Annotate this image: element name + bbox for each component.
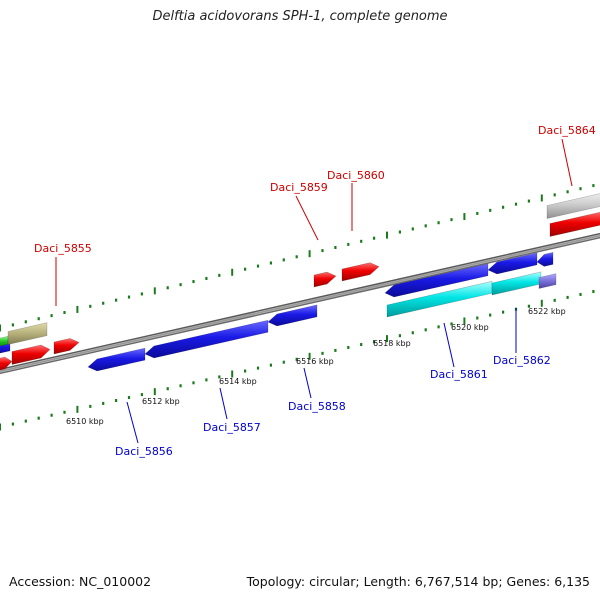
callout-line (219, 387, 228, 420)
scale-label-6518: 6518 kbp (373, 339, 411, 348)
gene-label-daci-5857[interactable]: Daci_5857 (203, 421, 261, 434)
gene-arrow[interactable] (538, 273, 557, 289)
gene-arrow[interactable] (0, 356, 13, 371)
gene-arrow[interactable] (341, 262, 380, 282)
callout-line (295, 195, 319, 241)
callout-line (443, 322, 455, 368)
gene-arrow[interactable] (549, 211, 600, 237)
gene-track (0, 193, 600, 372)
gene-arrow[interactable] (536, 252, 554, 267)
forward-tick-track (0, 184, 595, 332)
gene-label-daci-5864[interactable]: Daci_5864 (538, 124, 596, 137)
scale-label-6512: 6512 kbp (142, 397, 180, 406)
gene-label-daci-5856[interactable]: Daci_5856 (115, 445, 173, 458)
gene-arrow[interactable] (546, 193, 600, 219)
gene-arrow[interactable] (144, 319, 269, 359)
gene-arrow[interactable] (267, 304, 318, 327)
gene-arrow[interactable] (11, 344, 51, 365)
gene-arrow[interactable] (487, 252, 538, 275)
scale-label-6514: 6514 kbp (219, 377, 257, 386)
scale-label-6520: 6520 kbp (451, 323, 489, 332)
scale-label-6522: 6522 kbp (528, 307, 566, 316)
scale-label-6510: 6510 kbp (66, 417, 104, 426)
genome-summary-text: Topology: circular; Length: 6,767,514 bp… (246, 574, 590, 589)
gene-arrow[interactable] (87, 347, 146, 372)
label-callouts (55, 138, 573, 444)
reverse-tick-track (0, 290, 595, 431)
genome-title: Delftia acidovorans SPH-1, complete geno… (152, 9, 448, 24)
gene-arrow[interactable] (53, 338, 80, 355)
gene-arrow[interactable] (7, 322, 48, 345)
gene-arrow[interactable] (313, 271, 337, 288)
gene-label-daci-5861[interactable]: Daci_5861 (430, 368, 488, 381)
gene-label-daci-5859[interactable]: Daci_5859 (270, 181, 328, 194)
gene-arrow[interactable] (384, 263, 489, 298)
callout-line (561, 138, 573, 187)
gene-label-daci-5862[interactable]: Daci_5862 (493, 354, 551, 367)
gene-label-daci-5860[interactable]: Daci_5860 (327, 169, 385, 182)
callout-line (126, 401, 139, 444)
gene-label-daci-5855[interactable]: Daci_5855 (34, 242, 92, 255)
genome-backbone (0, 232, 600, 375)
callout-line (303, 367, 312, 399)
scale-label-6516: 6516 kbp (296, 357, 334, 366)
gene-arrow[interactable] (491, 271, 542, 296)
gene-label-daci-5858[interactable]: Daci_5858 (288, 400, 346, 413)
accession-text: Accession: NC_010002 (9, 574, 152, 589)
